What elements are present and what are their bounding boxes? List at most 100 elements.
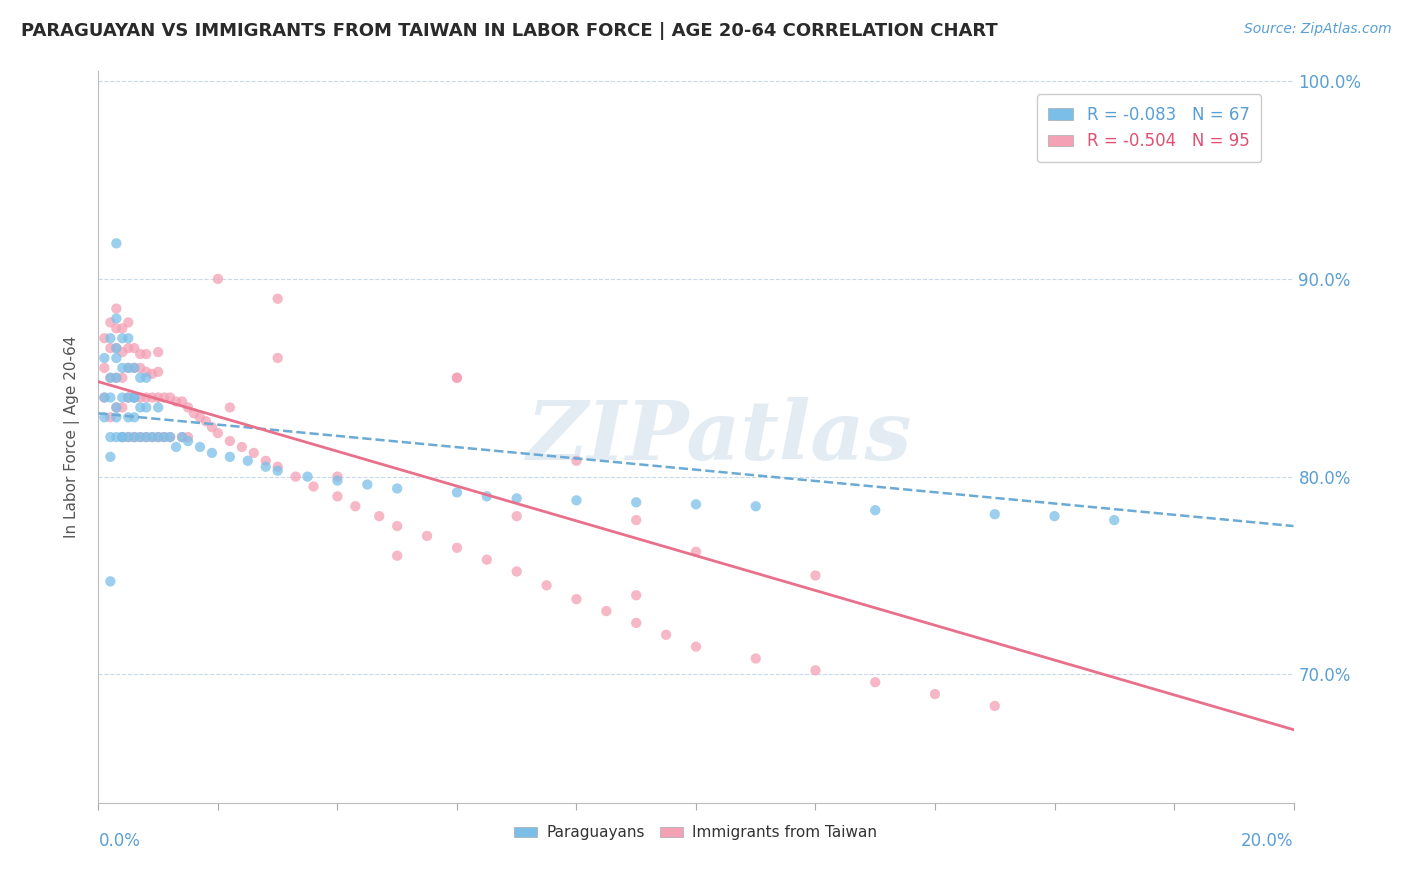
Point [117, 410, 139, 425]
Point [148, 391, 170, 405]
Point [207, 272, 229, 286]
Point [105, 341, 128, 355]
Point [865, 503, 887, 517]
Point [219, 401, 242, 415]
Point [141, 430, 163, 444]
Point [267, 351, 290, 365]
Point [98, 391, 122, 405]
Point [105, 236, 128, 251]
Point [267, 464, 290, 478]
Point [98, 450, 122, 464]
Point [177, 430, 200, 444]
Point [141, 391, 163, 405]
Point [243, 446, 266, 460]
Point [159, 430, 181, 444]
Point [626, 513, 648, 527]
Point [117, 391, 139, 405]
Text: 20.0%: 20.0% [1241, 832, 1294, 850]
Point [565, 592, 588, 607]
Point [565, 454, 588, 468]
Point [117, 430, 139, 444]
Point [117, 315, 139, 329]
Point [506, 565, 529, 579]
Point [595, 604, 617, 618]
Point [98, 315, 122, 329]
Point [129, 430, 152, 444]
Point [124, 430, 146, 444]
Point [153, 430, 176, 444]
Point [297, 469, 319, 483]
Point [111, 371, 134, 385]
Point [93, 360, 115, 375]
Point [124, 430, 146, 444]
Point [148, 430, 170, 444]
Text: 0.0%: 0.0% [98, 832, 141, 850]
Point [129, 360, 152, 375]
Point [416, 529, 439, 543]
Point [236, 454, 259, 468]
Point [105, 410, 128, 425]
Text: Source: ZipAtlas.com: Source: ZipAtlas.com [1244, 22, 1392, 37]
Point [865, 675, 887, 690]
Point [219, 434, 242, 448]
Point [172, 394, 194, 409]
Point [129, 371, 152, 385]
Point [124, 391, 146, 405]
Point [129, 391, 152, 405]
Point [153, 391, 176, 405]
Point [385, 549, 409, 563]
Point [626, 615, 648, 630]
Point [98, 574, 122, 589]
Point [124, 360, 146, 375]
Point [804, 664, 827, 678]
Point [195, 414, 218, 428]
Point [111, 391, 134, 405]
Point [177, 434, 200, 448]
Point [446, 541, 468, 555]
Point [172, 430, 194, 444]
Point [124, 360, 146, 375]
Point [1104, 513, 1126, 527]
Point [326, 469, 349, 483]
Text: PARAGUAYAN VS IMMIGRANTS FROM TAIWAN IN LABOR FORCE | AGE 20-64 CORRELATION CHAR: PARAGUAYAN VS IMMIGRANTS FROM TAIWAN IN … [21, 22, 998, 40]
Point [93, 391, 115, 405]
Point [148, 365, 170, 379]
Point [117, 360, 139, 375]
Point [745, 651, 768, 665]
Point [141, 430, 163, 444]
Point [105, 371, 128, 385]
Point [446, 371, 468, 385]
Point [685, 497, 707, 511]
Point [344, 500, 367, 514]
Point [117, 341, 139, 355]
Point [93, 391, 115, 405]
Point [924, 687, 946, 701]
Point [655, 628, 678, 642]
Point [93, 331, 115, 345]
Legend: Paraguayans, Immigrants from Taiwan: Paraguayans, Immigrants from Taiwan [509, 819, 883, 847]
Point [129, 347, 152, 361]
Point [98, 331, 122, 345]
Point [188, 440, 211, 454]
Point [165, 394, 187, 409]
Point [475, 552, 498, 566]
Point [326, 474, 349, 488]
Point [685, 640, 707, 654]
Point [111, 360, 134, 375]
Point [111, 430, 134, 444]
Point [105, 371, 128, 385]
Point [148, 401, 170, 415]
Point [326, 489, 349, 503]
Point [745, 500, 768, 514]
Point [153, 430, 176, 444]
Point [267, 292, 290, 306]
Point [148, 430, 170, 444]
Point [124, 410, 146, 425]
Point [98, 410, 122, 425]
Point [201, 446, 224, 460]
Point [135, 430, 157, 444]
Point [129, 430, 152, 444]
Point [984, 507, 1007, 521]
Point [124, 391, 146, 405]
Point [105, 311, 128, 326]
